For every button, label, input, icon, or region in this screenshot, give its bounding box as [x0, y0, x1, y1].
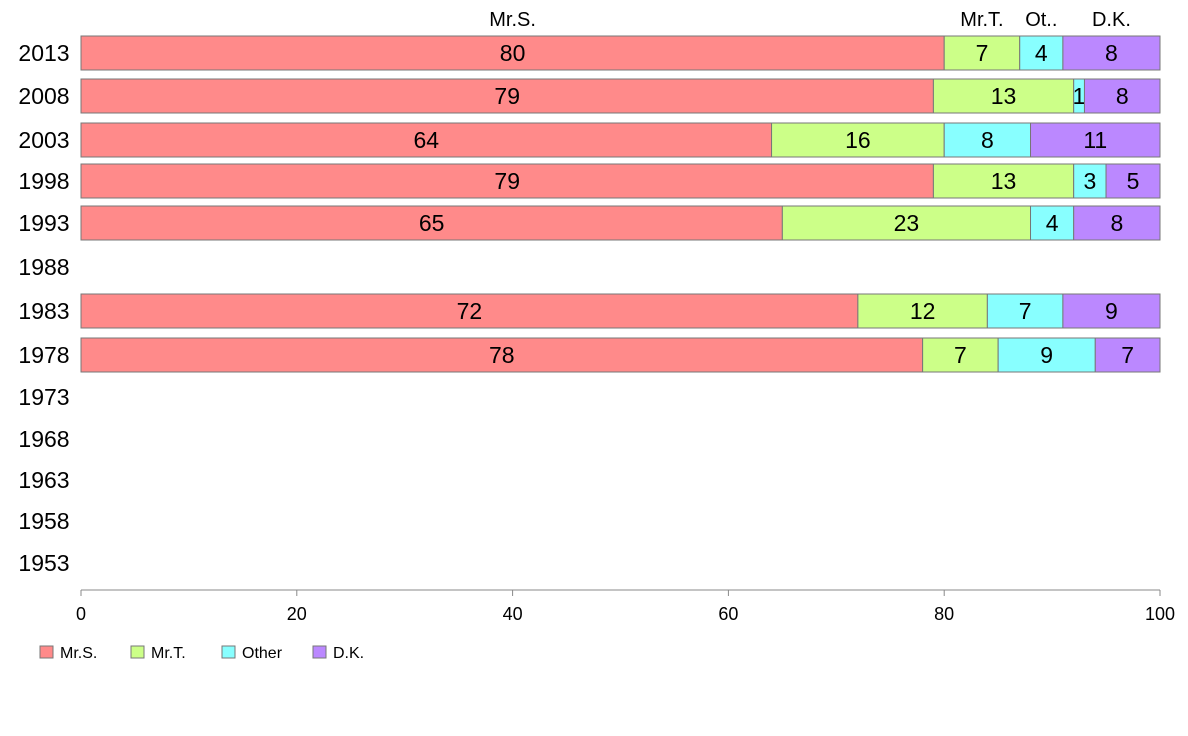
- bar-segment: [922, 337, 999, 373]
- x-tick-label: 60: [718, 604, 738, 624]
- bar-value-label: 23: [894, 210, 920, 236]
- bar-value-label: 4: [1035, 40, 1048, 66]
- legend-label: D.K.: [333, 645, 364, 662]
- year-label: 1968: [18, 426, 69, 452]
- bar-segment: [943, 122, 1032, 158]
- bar-segment: [1094, 337, 1161, 373]
- bar-segment: [1019, 35, 1064, 71]
- year-label: 1953: [18, 550, 69, 576]
- bar-segment: [771, 122, 945, 158]
- bar-value-label: 7: [976, 40, 989, 66]
- bar-segment: [80, 78, 934, 114]
- bar-value-label: 78: [489, 342, 515, 368]
- series-header-label: Mr.T.: [960, 9, 1003, 31]
- bar-value-label: 13: [991, 168, 1017, 194]
- bar-value-label: 16: [845, 127, 871, 153]
- bar-value-label: 7: [1019, 298, 1032, 324]
- series-header-label: D.K.: [1092, 9, 1131, 31]
- year-label: 2003: [18, 127, 69, 153]
- year-label: 1978: [18, 342, 69, 368]
- year-label: 1958: [18, 508, 69, 534]
- bar-value-label: 1: [1073, 83, 1086, 109]
- bar-value-label: 11: [1083, 127, 1107, 153]
- series-header-labels: Mr.S. Mr.T. Ot.. D.K.: [489, 9, 1131, 31]
- bar-segment: [1062, 293, 1161, 329]
- x-tick-label: 80: [934, 604, 954, 624]
- bar-value-label: 4: [1046, 210, 1059, 236]
- year-label: 1963: [18, 467, 69, 493]
- x-tick-label: 20: [287, 604, 307, 624]
- bar-value-label: 7: [954, 342, 967, 368]
- series-header-label: Mr.S.: [489, 9, 536, 31]
- legend: Mr.S. Mr.T. Other D.K.: [39, 645, 364, 662]
- bar-segment: [1030, 122, 1161, 158]
- year-label: 1993: [18, 210, 69, 236]
- bar-segment: [80, 35, 945, 71]
- x-tick-label: 40: [503, 604, 523, 624]
- legend-swatch: [312, 645, 327, 659]
- bar-value-label: 8: [981, 127, 994, 153]
- bar-value-label: 79: [494, 168, 520, 194]
- year-label: 1973: [18, 384, 69, 410]
- year-axis-labels: 2013 2008 2003 1998 1993 1988 1983 1978 1973 1968…: [18, 40, 69, 576]
- bar-value-label: 3: [1083, 168, 1096, 194]
- bar-value-label: 65: [419, 210, 445, 236]
- x-tick-label: 0: [76, 604, 86, 624]
- legend-label: Mr.T.: [151, 645, 186, 662]
- year-label: 1983: [18, 298, 69, 324]
- legend-label: Mr.S.: [60, 645, 97, 662]
- x-tick-label: 100: [1145, 604, 1175, 624]
- bar-segment: [932, 163, 1075, 199]
- bar-segment: [80, 122, 773, 158]
- bar-segment: [932, 78, 1075, 114]
- bar-value-label: 8: [1116, 83, 1129, 109]
- bar-value-label: 13: [991, 83, 1017, 109]
- year-label: 1998: [18, 168, 69, 194]
- x-axis: 0 20 40 60 80 100: [76, 589, 1175, 624]
- bar-value-label: 9: [1105, 298, 1118, 324]
- bar-value-label: 5: [1127, 168, 1140, 194]
- bar-value-label: 7: [1121, 342, 1134, 368]
- bar-segment: [80, 337, 924, 373]
- bar-value-label: 12: [910, 298, 936, 324]
- legend-label: Other: [242, 645, 283, 662]
- bar-segment: [80, 163, 934, 199]
- bar-segment: [1073, 163, 1107, 199]
- bar-segment: [1073, 205, 1161, 241]
- bar-segment: [1083, 78, 1161, 114]
- bar-value-label: 79: [494, 83, 520, 109]
- year-label: 2013: [18, 40, 69, 66]
- bar-value-label: 8: [1105, 40, 1118, 66]
- year-label: 1988: [18, 254, 69, 280]
- bar-value-label: 72: [457, 298, 483, 324]
- legend-swatch: [39, 645, 54, 659]
- bar-segment: [986, 293, 1064, 329]
- series-header-label: Ot..: [1025, 9, 1057, 31]
- year-label: 2008: [18, 83, 69, 109]
- legend-swatch: [130, 645, 145, 659]
- bar-segment: [1062, 35, 1161, 71]
- bar-value-label: 9: [1040, 342, 1053, 368]
- legend-swatch: [221, 645, 236, 659]
- bar-segment: [943, 35, 1021, 71]
- bar-segment: [1105, 163, 1161, 199]
- bar-value-label: 64: [413, 127, 439, 153]
- bar-segment: [1030, 205, 1075, 241]
- bar-value-label: 80: [500, 40, 526, 66]
- bar-value-label: 8: [1110, 210, 1123, 236]
